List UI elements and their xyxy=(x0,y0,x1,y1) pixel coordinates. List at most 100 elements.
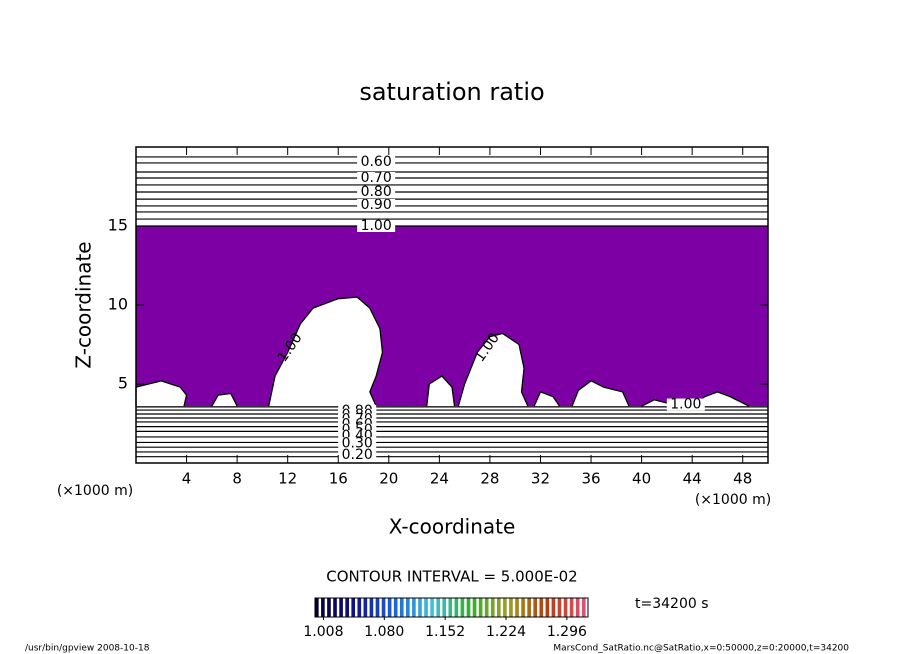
footer-left: /usr/bin/gpview 2008-10-18 xyxy=(25,644,150,654)
colorbar-stripe xyxy=(393,598,398,617)
y-tick-label: 5 xyxy=(118,374,128,393)
time-label: t=34200 s xyxy=(635,596,709,612)
colorbar-stripe xyxy=(387,598,392,617)
x-tick-label: 48 xyxy=(733,470,752,488)
x-tick-label: 36 xyxy=(581,470,600,488)
colorbar-stripe xyxy=(357,598,362,617)
contour-label-bg xyxy=(357,198,396,211)
colorbar-stripe xyxy=(406,598,410,617)
colorbar-stripe xyxy=(339,598,343,617)
colorbar-stripe xyxy=(527,598,531,617)
x-tick-label: 12 xyxy=(278,470,297,488)
colorbar-stripe xyxy=(557,598,562,617)
colorbar-stripe xyxy=(575,598,580,617)
colorbar-tick-label: 1.152 xyxy=(425,624,465,640)
cloud-contour xyxy=(426,375,456,407)
colorbar-stripe xyxy=(454,598,459,617)
cloud-contour xyxy=(457,332,529,407)
colorbar-stripe xyxy=(497,598,501,617)
x-tick-label: 4 xyxy=(182,470,192,488)
colorbar-stripe xyxy=(551,598,556,617)
colorbar-stripe xyxy=(539,598,544,617)
contour-interval: CONTOUR INTERVAL = 5.000E-02 xyxy=(326,568,577,586)
y-tick-label: 15 xyxy=(108,216,128,235)
x-tick-label: 40 xyxy=(632,470,651,488)
colorbar-stripe xyxy=(351,598,356,617)
colorbar-stripe xyxy=(490,598,495,617)
colorbar-stripe xyxy=(484,598,489,617)
colorbar-stripe xyxy=(363,598,368,617)
contour-label-bg xyxy=(338,437,377,450)
contour-label-bg xyxy=(357,171,396,184)
colorbar-stripe xyxy=(399,598,404,617)
contour-label: 0.30 xyxy=(342,435,373,451)
colorbar-stripe xyxy=(521,598,525,617)
contour-label-bg xyxy=(666,398,705,411)
colorbar-stripe xyxy=(327,598,331,617)
footer-right: MarsCond_SatRatio.nc@SatRatio,x=0:50000,… xyxy=(553,644,849,654)
colorbar-stripe xyxy=(412,598,416,617)
x-tick-label: 44 xyxy=(683,470,702,488)
colorbar-stripe xyxy=(509,598,513,617)
colorbar-stripe xyxy=(436,598,440,617)
colorbar-stripe xyxy=(466,598,471,617)
filled-region xyxy=(136,226,768,407)
colorbar-stripe xyxy=(533,598,538,617)
contour-label-bg xyxy=(357,220,396,232)
x-tick-label: 20 xyxy=(379,470,398,488)
colorbar-stripe xyxy=(515,598,519,617)
colorbar-tick-label: 1.008 xyxy=(303,624,343,640)
contour-label: 0.80 xyxy=(361,184,392,200)
colorbar-stripe xyxy=(563,598,568,617)
colorbar-frame xyxy=(314,597,589,618)
colorbar-tick-label: 1.080 xyxy=(364,624,404,640)
x-tick-label: 28 xyxy=(480,470,499,488)
colorbar-tick-label: 1.296 xyxy=(547,624,587,640)
colorbar-stripe xyxy=(381,598,386,617)
colorbar-stripe xyxy=(418,598,422,617)
x-unit-label: (×1000 m) xyxy=(695,492,771,508)
colorbar-stripe xyxy=(321,598,325,617)
chart-title: saturation ratio xyxy=(359,78,544,106)
colorbar-stripe xyxy=(430,598,434,617)
y-axis-label: Z-coordinate xyxy=(72,241,96,368)
colorbar-stripe xyxy=(581,598,586,617)
x-axis-label: X-coordinate xyxy=(389,515,516,539)
colorbar-tick-label: 1.224 xyxy=(486,624,526,640)
contour-label: 0.20 xyxy=(342,447,373,463)
x-tick-label: 32 xyxy=(531,470,550,488)
cloud-contour xyxy=(268,296,384,407)
contour-label-bg xyxy=(338,449,377,462)
contour-label: 0.90 xyxy=(361,197,392,213)
colorbar-stripe xyxy=(315,598,319,617)
y-tick-label: 10 xyxy=(108,295,128,314)
contour-label: 0.60 xyxy=(361,154,392,170)
colorbar-stripe xyxy=(442,598,447,617)
y-unit-label: (×1000 m) xyxy=(57,483,133,499)
colorbar-stripe xyxy=(478,598,483,617)
x-tick-label: 24 xyxy=(430,470,449,488)
colorbar-stripe xyxy=(448,598,453,617)
contour-label-bg xyxy=(357,156,396,169)
colorbar-stripe xyxy=(345,598,349,617)
colorbar-stripe xyxy=(569,598,574,617)
colorbar-stripe xyxy=(545,598,550,617)
colorbar-stripe xyxy=(375,598,380,617)
colorbar-stripe xyxy=(460,598,465,617)
contour-label: 0.70 xyxy=(361,170,392,186)
contour-label: 1.00 xyxy=(361,218,392,234)
cloud-contour xyxy=(211,392,238,407)
colorbar-stripe xyxy=(369,598,374,617)
colorbar-stripe xyxy=(333,598,337,617)
colorbar-stripe xyxy=(503,598,507,617)
x-tick-label: 16 xyxy=(329,470,348,488)
x-tick-label: 8 xyxy=(232,470,242,488)
colorbar-stripe xyxy=(424,598,428,617)
cloud-contour xyxy=(533,391,560,407)
contour-label-bg xyxy=(357,186,396,199)
cloud-contour xyxy=(691,391,750,407)
colorbar-stripe xyxy=(472,598,477,617)
contour-label: 1.00 xyxy=(670,397,701,413)
